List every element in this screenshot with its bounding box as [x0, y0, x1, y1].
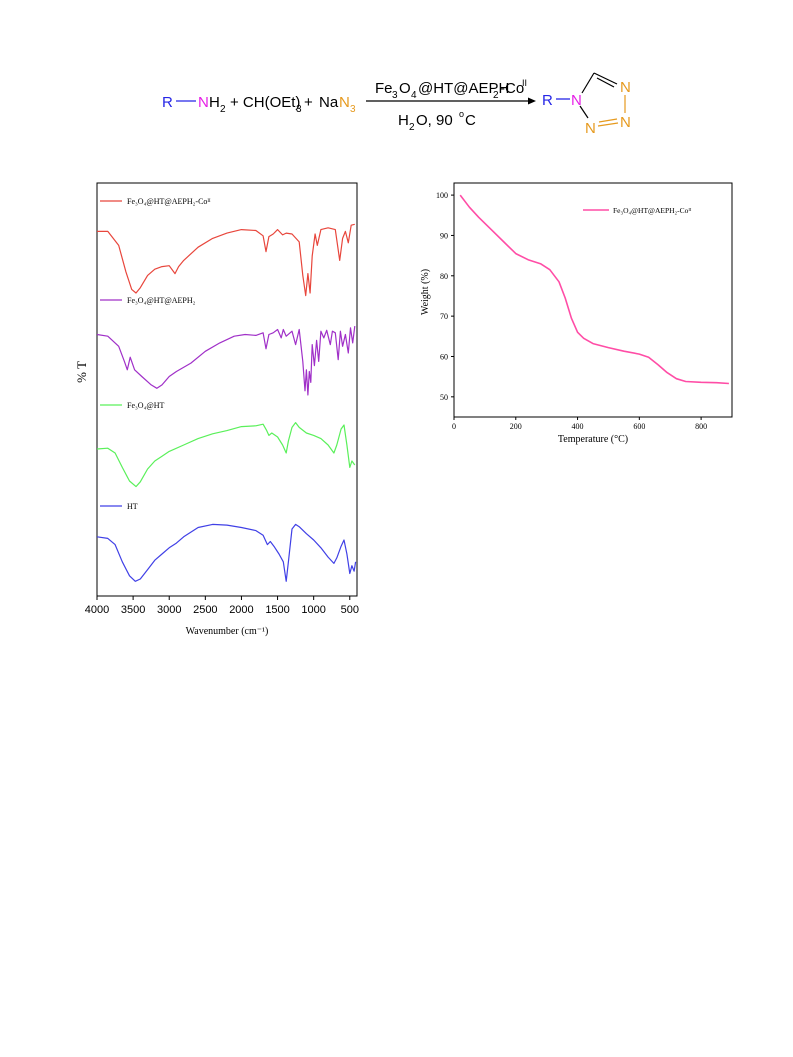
- azide-na: Na: [319, 94, 339, 111]
- tga-y-axis-label: Weight (%): [420, 269, 431, 315]
- tga-ticks: 0 200 400 600 800 50 60 70 80 90 100: [436, 191, 707, 431]
- ir-x-axis-label: Wavenumber (cm⁻¹): [186, 626, 269, 637]
- ir-x-tick-label-5: 1500: [265, 604, 289, 616]
- product-n3: N: [620, 114, 631, 131]
- tga-x-tick-label-4: 800: [695, 422, 707, 431]
- ir-x-tick-label-1: 3500: [121, 604, 145, 616]
- conditions-sub: 2: [409, 122, 415, 133]
- ir-series-line-1: [96, 326, 356, 396]
- catalyst-main: @HT@AEPH: [418, 80, 509, 97]
- conditions-h: H: [398, 112, 409, 129]
- tga-legend: Fe₃O₄@HT@AEPH₂-Coᴵᴵ: [583, 206, 692, 215]
- amine-h: H: [209, 94, 220, 111]
- tga-series-line-0: [459, 194, 729, 385]
- catalyst-co: -Co: [500, 80, 524, 97]
- ir-x-tick-label-0: 4000: [85, 604, 109, 616]
- ir-x-tick-label-4: 2000: [229, 604, 253, 616]
- ir-y-axis-label: % T: [74, 361, 89, 383]
- product-n2: N: [620, 79, 631, 96]
- ir-traces: [96, 223, 357, 582]
- catalyst-o: O: [399, 80, 411, 97]
- reaction-scheme: R N H 2 + CH(OEt) 3 + Na N 3 Fe 3 O 4 @H…: [162, 72, 631, 137]
- product-r: R: [542, 92, 553, 109]
- ir-plot-frame: [96, 182, 358, 597]
- ir-legend-label-2: Fe₃O₄@HT: [127, 401, 165, 410]
- product-n1: N: [571, 92, 582, 109]
- tga-y-tick-label-3: 80: [440, 272, 448, 281]
- ir-x-tick-label-6: 1000: [301, 604, 325, 616]
- azide-sub: 3: [350, 104, 356, 115]
- tga-y-tick-label-5: 100: [436, 191, 448, 200]
- product-n4: N: [585, 120, 596, 137]
- ir-x-ticks: 4000 3500 3000 2500 2000 1500 1000 500: [85, 596, 359, 616]
- tga-traces: [459, 194, 729, 385]
- ir-legend-label-1: Fe₃O₄@HT@AEPH₂: [127, 296, 196, 305]
- tetrazole-ring: [579, 72, 626, 127]
- catalyst-sup: II: [522, 78, 527, 88]
- amine-r: R: [162, 94, 173, 111]
- tga-y-tick-label-1: 60: [440, 352, 448, 361]
- ir-x-tick-label-2: 3000: [157, 604, 181, 616]
- catalyst-sub3: 3: [392, 90, 398, 101]
- amine-n: N: [198, 94, 209, 111]
- tga-plot-frame: [453, 182, 733, 418]
- ir-series-line-3: [96, 523, 357, 582]
- catalyst-fe: Fe: [375, 80, 393, 97]
- tga-y-tick-label-4: 90: [440, 231, 448, 240]
- tga-chart: 0 200 400 600 800 50 60 70 80 90 100 Fe₃O₄@HT@AEPH…: [420, 182, 733, 445]
- conditions-c: C: [465, 112, 476, 129]
- tga-y-tick-label-0: 50: [440, 393, 448, 402]
- ir-series-line-0: [97, 223, 355, 297]
- amine-h-sub: 2: [220, 104, 226, 115]
- ir-x-tick-label-3: 2500: [193, 604, 217, 616]
- ir-spectrum-chart: Fe₃O₄@HT@AEPH₂-Coᴵᴵ Fe₃O₄@HT@AEPH₂ Fe₃O₄@H…: [74, 182, 359, 637]
- tga-x-tick-label-2: 400: [572, 422, 584, 431]
- azide-n: N: [339, 94, 350, 111]
- tga-x-axis-label: Temperature (°C): [558, 434, 628, 445]
- tga-x-tick-label-0: 0: [452, 422, 456, 431]
- orthoester-sub: 3: [296, 104, 302, 115]
- ir-legend-label-0: Fe₃O₄@HT@AEPH₂-Coᴵᴵ: [127, 197, 211, 206]
- ir-series-line-2: [96, 422, 356, 488]
- ir-x-tick-label-7: 500: [341, 604, 359, 616]
- tga-legend-label: Fe₃O₄@HT@AEPH₂-Coᴵᴵ: [613, 206, 692, 215]
- catalyst-sub2: 2: [493, 90, 499, 101]
- ir-legends: Fe₃O₄@HT@AEPH₂-Coᴵᴵ Fe₃O₄@HT@AEPH₂ Fe₃O₄@H…: [100, 197, 211, 511]
- tga-x-tick-label-1: 200: [510, 422, 522, 431]
- plus-sign: +: [304, 94, 313, 111]
- tga-y-tick-label-2: 70: [440, 312, 448, 321]
- ir-legend-label-3: HT: [127, 502, 138, 511]
- tga-x-tick-label-3: 600: [633, 422, 645, 431]
- orthoester: + CH(OEt): [230, 94, 300, 111]
- arrow-head: [528, 97, 536, 105]
- catalyst-sub4: 4: [411, 90, 417, 101]
- conditions-text: O, 90: [416, 112, 453, 129]
- conditions-deg: o: [459, 109, 464, 119]
